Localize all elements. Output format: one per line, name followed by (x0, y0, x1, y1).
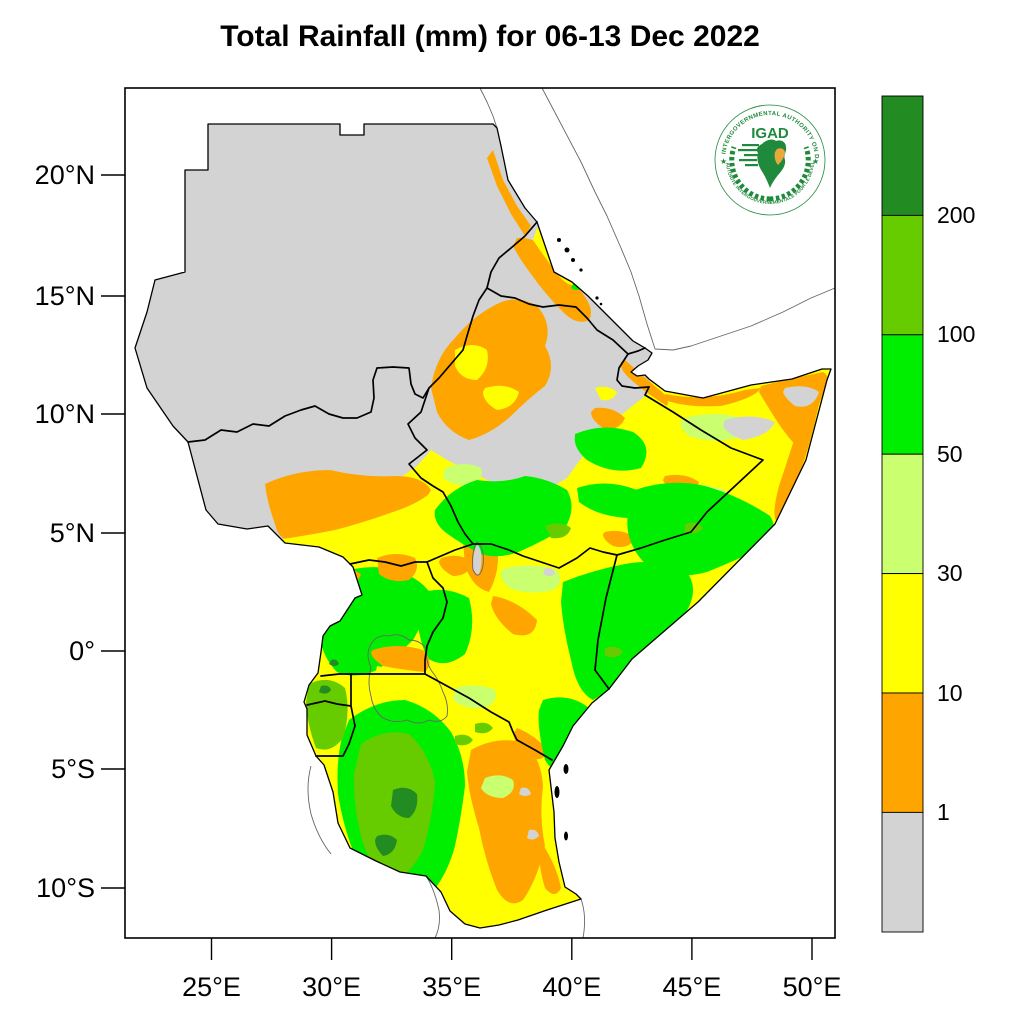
lat-tick-label: 15°N (35, 281, 95, 311)
map-canvas: 20°N 15°N 10°N 5°N 0° 5°S 10°S 25°E 30°E… (35, 87, 841, 1002)
logo-star-right-icon: ★ (812, 157, 819, 166)
lon-tick-label: 40°E (542, 972, 601, 1002)
colorbar-label: 50 (937, 441, 963, 467)
chart-title: Total Rainfall (mm) for 06-13 Dec 2022 (220, 20, 760, 53)
logo-acronym: IGAD (751, 125, 789, 142)
mozambique-coastline (580, 898, 586, 939)
lat-tick-label: 10°S (36, 873, 95, 903)
arabian-coastline (541, 87, 836, 351)
colorbar-label: 100 (937, 321, 975, 347)
colorbar-band (881, 692, 924, 813)
colorbar-band (881, 453, 924, 575)
lon-tick-label: 30°E (302, 972, 361, 1002)
lake-victoria-outline (367, 634, 448, 724)
colorbar-label: 10 (937, 680, 963, 706)
colorbar-label: 1 (937, 799, 950, 825)
lon-axis (210, 938, 813, 960)
region-coastline (134, 123, 832, 929)
colorbar-band (881, 95, 924, 216)
logo-wreath-left (729, 146, 771, 202)
lon-tick-label: 35°E (422, 972, 481, 1002)
lat-tick-label: 5°S (51, 754, 95, 784)
colorbar-label: 30 (937, 560, 963, 586)
lon-tick-label: 45°E (662, 972, 721, 1002)
colorbar-band (881, 214, 924, 336)
lake-malawi-outline (425, 875, 440, 939)
country-borders (187, 221, 764, 761)
lat-tick-label: 10°N (35, 399, 95, 429)
lat-axis (101, 174, 125, 889)
islands (554, 238, 603, 841)
colorbar-band (881, 334, 924, 455)
africa-icon (738, 139, 787, 188)
logo-speed-lines (738, 144, 759, 167)
colorbar-label: 200 (937, 202, 975, 228)
foreign-coastlines (307, 87, 836, 939)
logo-star-left-icon: ★ (720, 157, 727, 166)
colorbar: 200 100 50 30 10 1 (881, 95, 975, 933)
lat-tick-label: 5°N (50, 518, 95, 548)
rain-gray-spots (473, 386, 819, 840)
logo-wreath-right (769, 146, 811, 202)
lon-tick-label: 25°E (182, 972, 241, 1002)
lake-turkana-outline (472, 541, 484, 576)
plot-frame (124, 87, 836, 939)
colorbar-band (881, 573, 924, 694)
lat-tick-label: 0° (69, 636, 95, 666)
igad-logo: INTERGOVERNMENTAL AUTHORITY ON DEVELOPME… (709, 98, 826, 216)
lat-tick-label: 20°N (35, 160, 95, 190)
lon-tick-label: 50°E (783, 972, 842, 1002)
rain-darkgreen-patches (319, 659, 418, 856)
colorbar-band (881, 811, 924, 933)
